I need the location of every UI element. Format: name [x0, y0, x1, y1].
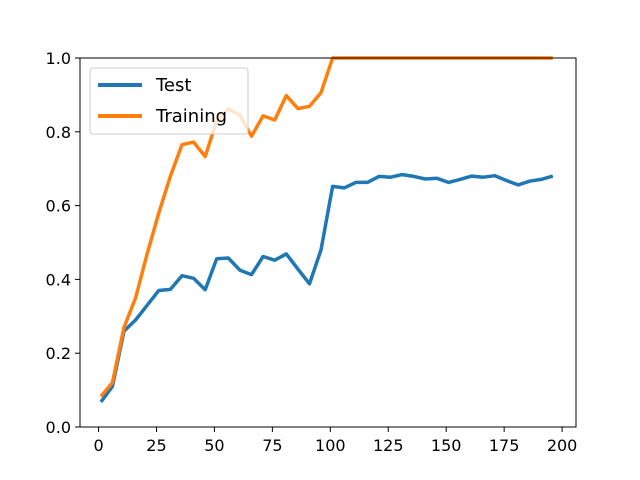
y-tick-label: 0.2	[46, 344, 71, 363]
series-line-test	[99, 172, 554, 403]
legend-label-training: Training	[155, 106, 227, 127]
plot-frame	[79, 57, 577, 428]
y-tick-label: 0.4	[46, 270, 71, 289]
y-tick-label: 0.6	[46, 197, 71, 216]
legend-label-test: Test	[155, 75, 191, 96]
y-tick-label: 0.0	[46, 418, 71, 437]
legend: Test Training	[89, 67, 249, 135]
x-tick-label: 150	[431, 436, 462, 455]
y-tick-label: 0.8	[46, 123, 71, 142]
x-tick-label: 0	[93, 436, 103, 455]
x-axis: 0 25 50 75 100 125 150 175 200	[93, 427, 577, 455]
x-tick-label: 175	[489, 436, 520, 455]
x-tick-label: 25	[146, 436, 166, 455]
y-axis: 0.0 0.2 0.4 0.6 0.8 1.0	[46, 49, 80, 437]
x-tick-label: 75	[262, 436, 282, 455]
x-tick-label: 200	[547, 436, 578, 455]
x-tick-label: 100	[315, 436, 346, 455]
x-tick-label: 50	[204, 436, 224, 455]
y-tick-label: 1.0	[46, 49, 71, 68]
x-tick-label: 125	[373, 436, 404, 455]
